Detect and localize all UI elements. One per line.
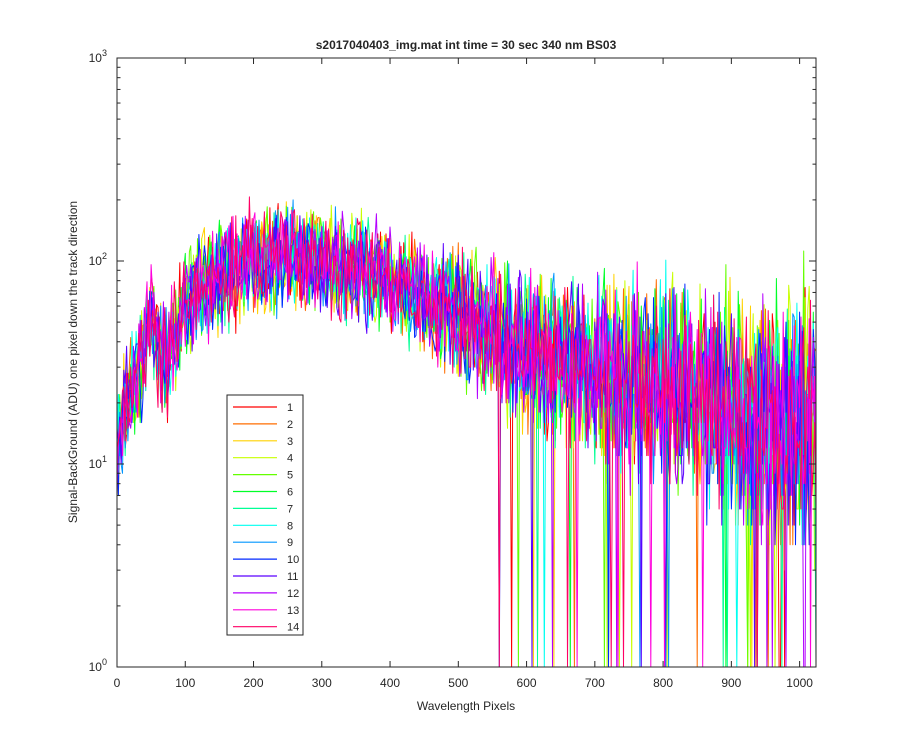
x-tick-label: 1000 <box>786 676 813 690</box>
x-tick-label: 700 <box>585 676 605 690</box>
x-axis-label: Wavelength Pixels <box>417 699 515 713</box>
legend-label: 3 <box>287 436 293 448</box>
legend-label: 9 <box>287 537 293 549</box>
legend-label: 7 <box>287 503 293 515</box>
y-tick-exponent: 1 <box>102 454 107 464</box>
x-tick-label: 800 <box>653 676 673 690</box>
x-tick-label: 600 <box>517 676 537 690</box>
x-tick-label: 200 <box>244 676 264 690</box>
x-axis: 0 100 200 300 400 500 600 700 800 900 1000 <box>114 58 813 690</box>
x-tick-label: 500 <box>448 676 468 690</box>
y-tick-label: 102 <box>89 251 107 268</box>
legend-label: 1 <box>287 402 293 414</box>
legend-label: 10 <box>287 554 299 566</box>
series-line-14 <box>116 196 817 668</box>
y-tick-base: 10 <box>89 254 103 268</box>
legend-label: 2 <box>287 419 293 431</box>
legend-label: 8 <box>287 520 293 532</box>
series-layer <box>116 196 817 668</box>
y-tick-label: 100 <box>89 657 107 674</box>
x-tick-label: 900 <box>721 676 741 690</box>
legend-label: 6 <box>287 487 293 499</box>
y-tick-base: 10 <box>89 660 103 674</box>
axes-box <box>116 57 817 668</box>
legend-label: 14 <box>287 622 299 634</box>
legend-label: 12 <box>287 588 299 600</box>
legend-label: 5 <box>287 470 293 482</box>
x-tick-label: 0 <box>114 676 121 690</box>
y-tick-exponent: 2 <box>102 251 107 261</box>
legend-label: 4 <box>287 453 293 465</box>
y-axis-label: Signal-BackGround (ADU) one pixel down t… <box>66 201 80 523</box>
y-tick-label: 103 <box>89 48 107 65</box>
legend-label: 13 <box>287 605 299 617</box>
y-tick-base: 10 <box>89 51 103 65</box>
y-tick-label: 101 <box>89 454 107 471</box>
y-tick-base: 10 <box>89 457 103 471</box>
legend-label: 11 <box>287 571 298 583</box>
y-tick-exponent: 0 <box>102 657 107 667</box>
legend-box <box>226 394 304 636</box>
x-tick-label: 100 <box>175 676 195 690</box>
x-tick-label: 400 <box>380 676 400 690</box>
y-tick-exponent: 3 <box>102 48 107 58</box>
x-tick-label: 300 <box>312 676 332 690</box>
chart-title: s2017040403_img.mat int time = 30 sec 34… <box>316 38 617 52</box>
